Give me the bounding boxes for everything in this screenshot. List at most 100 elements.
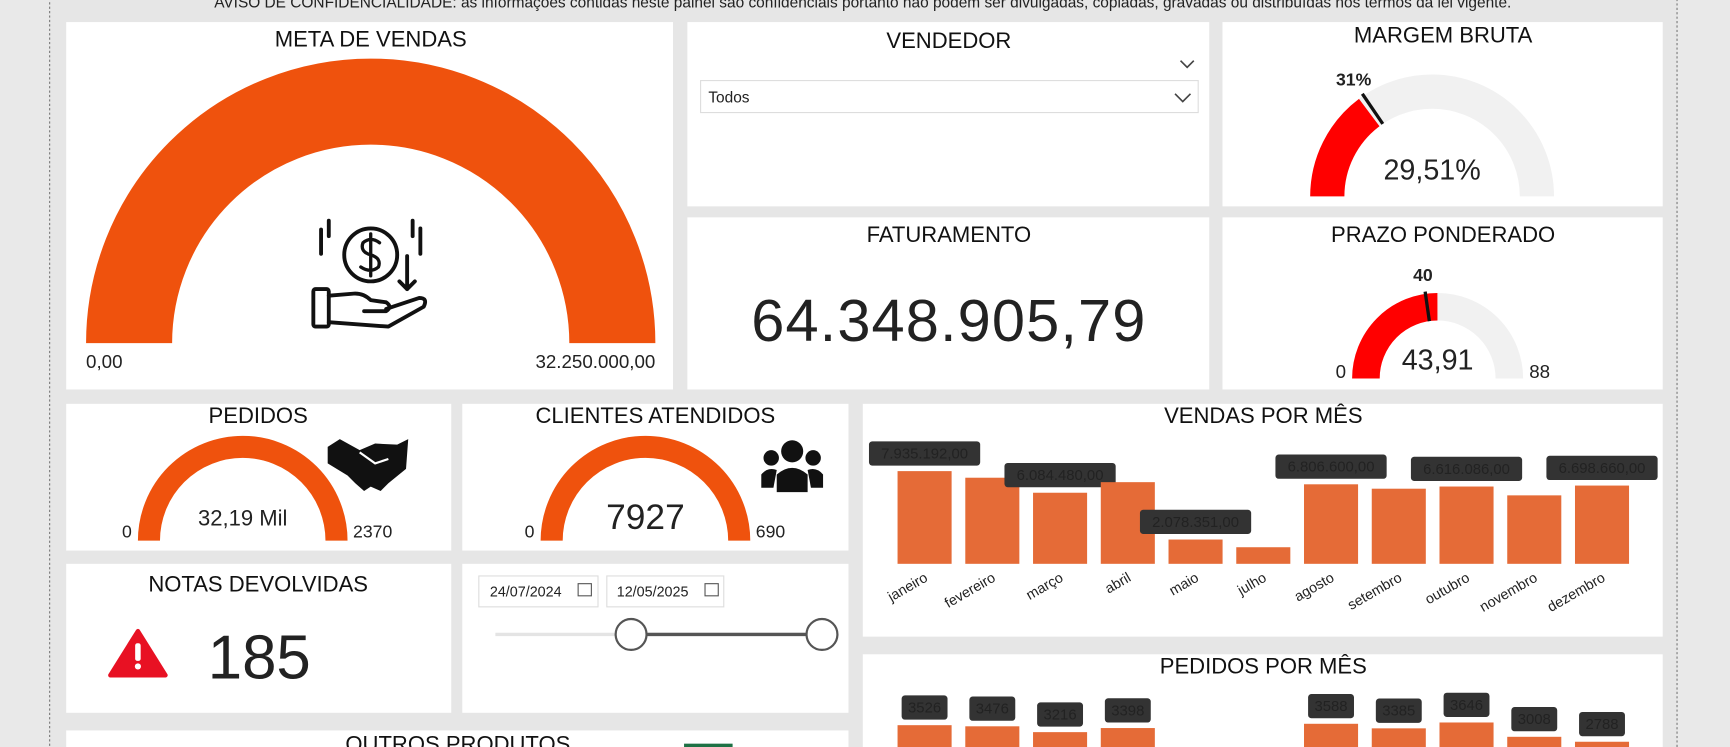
bar [897, 471, 952, 564]
card-value: 185 [208, 623, 311, 692]
bar [1168, 539, 1223, 564]
date-start[interactable]: 24/07/2024 [490, 584, 562, 600]
bar [1304, 723, 1359, 747]
handshake-detail [359, 451, 389, 465]
dropdown[interactable]: Todos [700, 80, 1199, 114]
gauge-range-label: 0,00 [86, 351, 123, 372]
date-end[interactable]: 12/05/2025 [617, 584, 689, 600]
card-title: NOTAS DEVOLVIDAS [148, 572, 368, 597]
person-head [763, 450, 779, 466]
gauge-range-label: 690 [756, 522, 786, 542]
hand [326, 291, 428, 329]
calendar-icon[interactable] [704, 583, 719, 597]
calendar-icon[interactable] [577, 583, 592, 597]
gauge-target-label: 31% [1336, 70, 1372, 90]
dollar [359, 232, 382, 278]
data-label: 6.806.600,00 [1288, 460, 1375, 476]
gauge-value: 29,51% [1383, 155, 1480, 187]
data-label: 6.616.086,00 [1423, 462, 1510, 478]
gauge-range-label: 2370 [353, 522, 392, 542]
gauge-range-label: 32.250.000,00 [535, 351, 655, 372]
gauge-title: PRAZO PONDERADO [1331, 222, 1555, 247]
data-label: 3476 [976, 702, 1009, 718]
tab-indicator [684, 743, 733, 747]
chevron[interactable] [1174, 93, 1192, 103]
gauge-value: 43,91 [1402, 344, 1474, 376]
handshake-icon [327, 439, 409, 492]
data-label-box [868, 441, 981, 466]
data-label: 3526 [908, 701, 941, 717]
bar [1574, 741, 1630, 747]
data-label-box [1443, 692, 1490, 717]
bar [1507, 736, 1562, 747]
data-label-box [969, 696, 1016, 721]
panel [66, 563, 452, 713]
data-label-box [1004, 462, 1116, 488]
dropdown-value[interactable]: Todos [708, 89, 749, 106]
card-title: FATURAMENTO [867, 222, 1032, 247]
bar [897, 725, 952, 747]
bar [1371, 728, 1426, 747]
gauge-value: 32,19 Mil [198, 506, 287, 531]
money-hand-icon [311, 218, 428, 329]
gauge-range-label: 0 [1336, 361, 1346, 382]
data-label: 3588 [1314, 699, 1347, 715]
panel [66, 730, 849, 747]
data-label: 3216 [1044, 708, 1077, 724]
gauge-title: PEDIDOS [209, 403, 308, 428]
gauge-title: META DE VENDAS [275, 27, 467, 52]
gauge-value: 7927 [606, 498, 685, 537]
panel [687, 217, 1210, 390]
bar [1236, 547, 1291, 564]
data-label-box [1546, 455, 1658, 481]
data-label-box [1511, 707, 1558, 732]
gauge-fill [540, 435, 751, 541]
gauge-title: CLIENTES ATENDIDOS [536, 403, 776, 428]
person-body [761, 469, 777, 488]
panel [1222, 22, 1663, 207]
handshake [327, 439, 409, 492]
dropdown-box[interactable] [700, 80, 1199, 114]
person-head [781, 440, 804, 463]
data-label: 6.698.660,00 [1559, 461, 1646, 477]
cuff [311, 287, 331, 329]
bar [1439, 722, 1494, 747]
bar [1304, 484, 1359, 564]
coin [342, 226, 400, 284]
bar [1033, 492, 1088, 564]
date-box[interactable] [606, 575, 725, 608]
gauge-fill [1310, 74, 1555, 197]
bar [1033, 732, 1088, 747]
bar [965, 726, 1020, 747]
warning-icon [108, 628, 168, 678]
slider-thumb[interactable] [614, 617, 648, 651]
date-input[interactable]: 12/05/2025 [606, 575, 725, 608]
gauge-fill [137, 435, 348, 541]
arrows [319, 218, 423, 292]
data-label-box [1579, 711, 1625, 737]
data-label-box [1410, 456, 1523, 482]
date-input[interactable]: 24/07/2024 [478, 575, 599, 608]
chevron[interactable] [1179, 60, 1195, 69]
data-label-box [1139, 509, 1252, 535]
warning-dot [134, 663, 142, 670]
data-label: 3646 [1450, 698, 1483, 714]
bar [1507, 495, 1562, 564]
gauge-track [86, 58, 656, 344]
slicer-title: VENDEDOR [886, 28, 1011, 53]
chart-title: PEDIDOS POR MÊS [1160, 653, 1367, 678]
data-label: 3398 [1111, 703, 1144, 719]
data-label-box [901, 695, 948, 720]
data-label-box [1037, 702, 1084, 727]
data-label-box [1308, 693, 1354, 719]
bar [1439, 486, 1494, 564]
panel [687, 22, 1210, 207]
data-label: 7.935.192,00 [881, 447, 968, 463]
person-body [807, 469, 824, 488]
panel-title: OUTROS PRODUTOS [345, 732, 570, 747]
card-value: 64.348.905,79 [751, 287, 1146, 354]
gauge-target [1423, 291, 1432, 322]
slider-thumb[interactable] [805, 617, 839, 651]
notice: AVISO DE CONFIDENCIALIDADE: as informaçõ… [214, 0, 1511, 11]
